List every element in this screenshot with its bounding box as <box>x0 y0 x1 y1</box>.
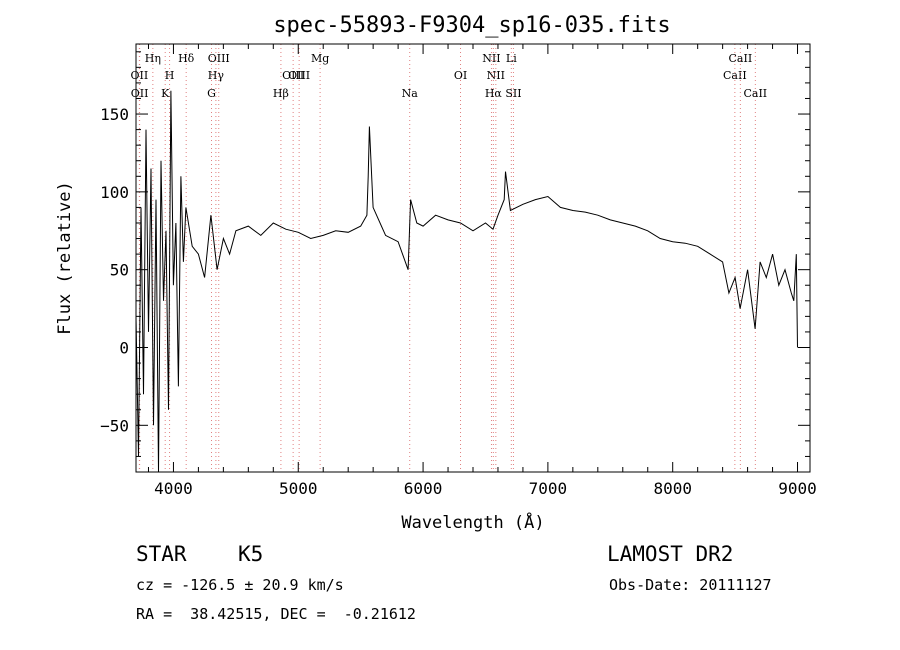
x-tick-label: 6000 <box>404 479 443 498</box>
y-tick-label: 100 <box>100 183 129 202</box>
y-axis-label: Flux (relative) <box>55 181 75 335</box>
sky-coordinates: RA = 38.42515, DEC = -0.21612 <box>136 605 416 623</box>
spectral-line-label: OIII <box>288 69 310 82</box>
x-tick-label: 7000 <box>529 479 568 498</box>
axes: 4000 5000 6000 7000 8000 9000 −50 0 50 100 150 <box>100 44 817 498</box>
spectral-line-label: Li <box>506 52 517 65</box>
spectral-line-label: OIII <box>208 52 230 65</box>
x-tick-label: 5000 <box>279 479 318 498</box>
x-axis-label: Wavelength (Å) <box>401 511 544 533</box>
y-tick-label: 150 <box>100 105 129 124</box>
spectral-line-label: NII <box>487 69 505 82</box>
spectral-line-label: Hβ <box>273 87 289 100</box>
spectrum-line <box>135 90 798 473</box>
spectral-line-label: CaII <box>723 69 747 82</box>
spectral-line-label: G <box>207 87 216 100</box>
x-tick-label: 9000 <box>778 479 817 498</box>
spectral-line-label: SII <box>505 87 521 100</box>
plot-frame <box>135 43 811 473</box>
object-subclass: K5 <box>238 542 264 566</box>
spectral-line-label: K <box>161 87 170 100</box>
spectral-line-label: Hδ <box>178 52 195 65</box>
spectral-line-label: Hγ <box>208 69 225 82</box>
x-tick-label: 4000 <box>154 479 193 498</box>
spectral-line-label: NII <box>482 52 500 65</box>
spectral-line-label: CaII <box>743 87 767 100</box>
spectral-line-label: H <box>165 69 175 82</box>
spectral-line-label: OII <box>131 69 149 82</box>
spectral-line-label: CaII <box>729 52 753 65</box>
spectral-line-label: Mg <box>311 52 329 65</box>
spectral-line-label: OII <box>131 87 149 100</box>
observation-date: Obs-Date: 20111127 <box>609 576 772 594</box>
y-tick-label: 50 <box>110 261 129 280</box>
spectral-line-label: OI <box>454 69 467 82</box>
chart-title: spec-55893-F9304_sp16-035.fits <box>273 13 670 38</box>
spectrum-series <box>135 90 798 473</box>
spectral-line-label: Na <box>402 87 419 100</box>
y-tick-label: −50 <box>100 416 129 435</box>
y-tick-label: 0 <box>119 338 129 357</box>
x-tick-label: 8000 <box>653 479 692 498</box>
spectral-line-label: Hα <box>485 87 503 100</box>
survey-name: LAMOST DR2 <box>607 542 734 566</box>
object-class: STAR <box>136 542 187 566</box>
spectral-line-label: Hη <box>145 52 161 65</box>
redshift-velocity: cz = -126.5 ± 20.9 km/s <box>136 576 344 594</box>
